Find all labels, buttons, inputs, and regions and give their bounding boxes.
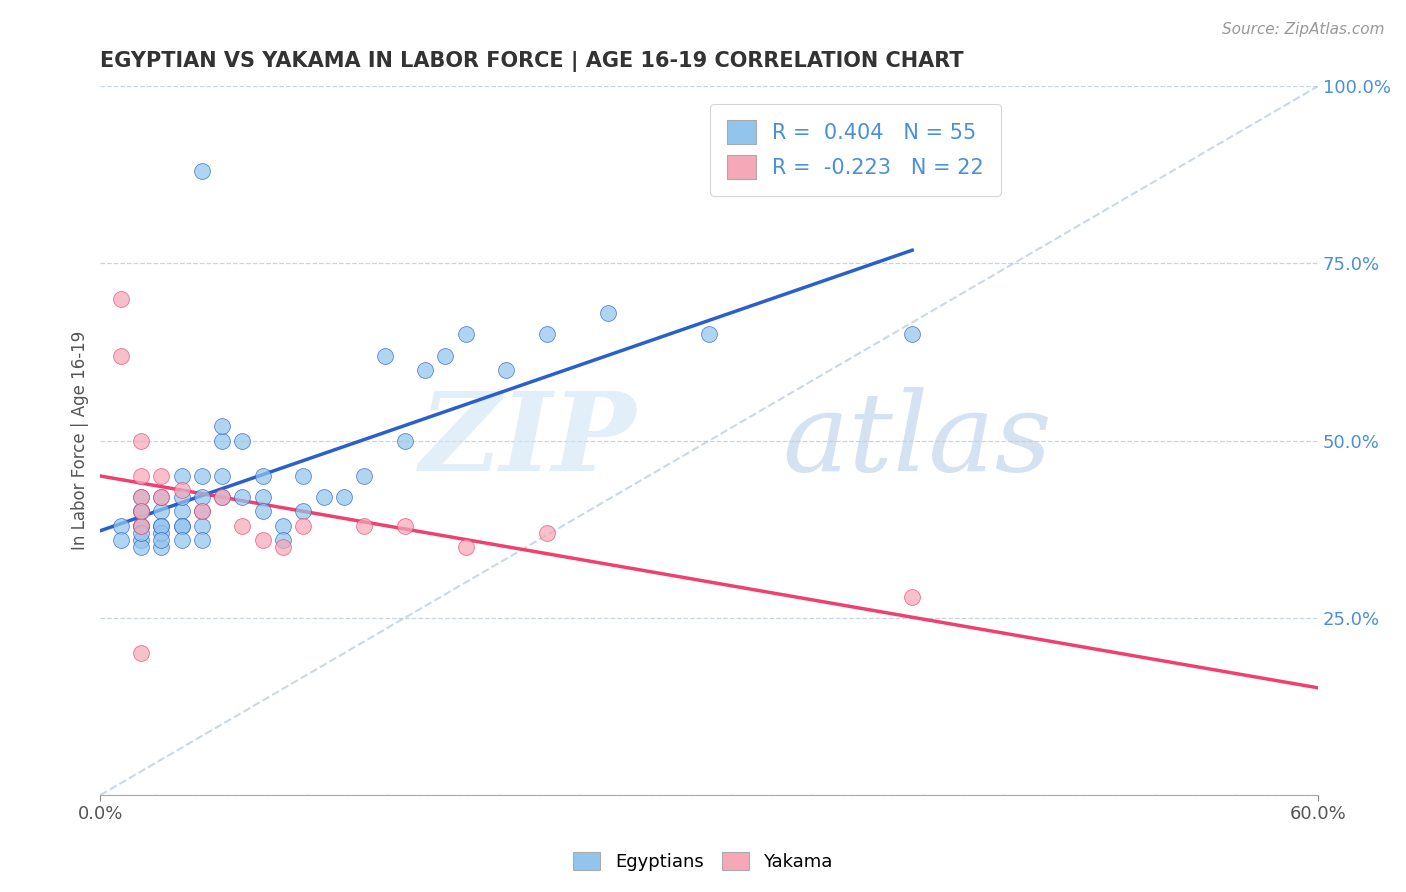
Point [211,434,233,448]
Point [129,504,152,518]
Point [252,469,274,483]
Point [292,504,315,518]
Point [129,518,152,533]
Point [110,349,132,363]
Legend: Egyptians, Yakama: Egyptians, Yakama [567,845,839,879]
Point [252,491,274,505]
Point [191,469,214,483]
Point [271,540,294,554]
Point [394,518,416,533]
Point [170,483,193,498]
Point [129,491,152,505]
Point [191,491,214,505]
Point [150,525,173,540]
Point [596,306,619,320]
Text: ZIP: ZIP [419,387,636,494]
Point [211,419,233,434]
Point [191,504,214,518]
Point [110,533,132,547]
Point [129,646,152,660]
Point [170,491,193,505]
Point [129,525,152,540]
Point [454,540,477,554]
Point [231,491,253,505]
Y-axis label: In Labor Force | Age 16-19: In Labor Force | Age 16-19 [72,331,89,550]
Point [292,518,315,533]
Point [150,518,173,533]
Point [231,434,253,448]
Point [211,469,233,483]
Point [211,491,233,505]
Point [413,362,436,376]
Text: Source: ZipAtlas.com: Source: ZipAtlas.com [1222,22,1385,37]
Point [150,518,173,533]
Point [150,533,173,547]
Point [353,469,375,483]
Point [252,504,274,518]
Point [170,469,193,483]
Point [129,533,152,547]
Point [129,491,152,505]
Point [312,491,335,505]
Point [191,164,214,178]
Point [129,504,152,518]
Point [353,518,375,533]
Point [129,540,152,554]
Text: atlas: atlas [782,387,1052,494]
Point [150,504,173,518]
Point [170,518,193,533]
Point [373,349,395,363]
Point [454,327,477,342]
Point [697,327,720,342]
Point [901,327,924,342]
Point [150,491,173,505]
Point [129,469,152,483]
Point [271,518,294,533]
Point [129,434,152,448]
Point [150,491,173,505]
Point [110,518,132,533]
Point [129,518,152,533]
Point [333,491,356,505]
Point [191,533,214,547]
Point [129,504,152,518]
Point [211,491,233,505]
Legend: R =  0.404   N = 55, R =  -0.223   N = 22: R = 0.404 N = 55, R = -0.223 N = 22 [710,103,1001,195]
Point [231,518,253,533]
Point [170,518,193,533]
Point [191,504,214,518]
Point [191,518,214,533]
Point [536,327,558,342]
Point [434,349,457,363]
Point [536,525,558,540]
Text: EGYPTIAN VS YAKAMA IN LABOR FORCE | AGE 16-19 CORRELATION CHART: EGYPTIAN VS YAKAMA IN LABOR FORCE | AGE … [100,51,965,71]
Point [292,469,315,483]
Point [129,518,152,533]
Point [901,590,924,604]
Point [252,533,274,547]
Point [394,434,416,448]
Point [170,504,193,518]
Point [170,533,193,547]
Point [271,533,294,547]
Point [110,292,132,306]
Point [495,362,517,376]
Point [150,540,173,554]
Point [150,469,173,483]
